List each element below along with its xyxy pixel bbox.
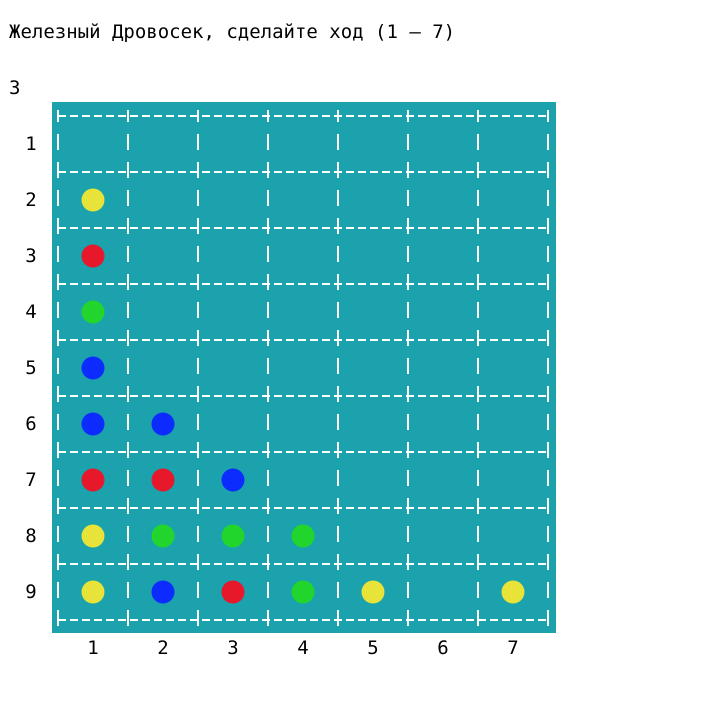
disc-yellow — [81, 580, 105, 604]
column-label: 4 — [297, 637, 309, 659]
disc-green — [151, 524, 175, 548]
row-label: 9 — [25, 581, 37, 603]
column-label: 7 — [507, 637, 519, 659]
disc-green — [291, 580, 315, 604]
column-label: 6 — [437, 637, 449, 659]
disc-blue — [81, 412, 105, 436]
disc-blue — [81, 356, 105, 380]
row-label: 7 — [25, 469, 37, 491]
disc-blue — [221, 468, 245, 492]
disc-green — [291, 524, 315, 548]
disc-yellow — [501, 580, 525, 604]
move-prompt: Железный Дровосек, сделайте ход (1 – 7) — [9, 21, 456, 43]
disc-green — [221, 524, 245, 548]
disc-red — [151, 468, 175, 492]
game-board[interactable] — [52, 102, 556, 633]
column-label: 2 — [157, 637, 169, 659]
row-label: 8 — [25, 525, 37, 547]
row-label: 1 — [25, 133, 37, 155]
row-label: 2 — [25, 189, 37, 211]
disc-red — [81, 468, 105, 492]
disc-yellow — [361, 580, 385, 604]
row-label: 5 — [25, 357, 37, 379]
row-label: 6 — [25, 413, 37, 435]
row-label: 4 — [25, 301, 37, 323]
disc-blue — [151, 580, 175, 604]
disc-yellow — [81, 524, 105, 548]
move-input-echo[interactable]: 3 — [9, 77, 21, 99]
column-label: 5 — [367, 637, 379, 659]
column-label: 1 — [87, 637, 99, 659]
disc-blue — [151, 412, 175, 436]
disc-green — [81, 300, 105, 324]
disc-red — [221, 580, 245, 604]
board-grid — [57, 110, 549, 626]
column-label: 3 — [227, 637, 239, 659]
disc-red — [81, 244, 105, 268]
row-label: 3 — [25, 245, 37, 267]
disc-yellow — [81, 188, 105, 212]
